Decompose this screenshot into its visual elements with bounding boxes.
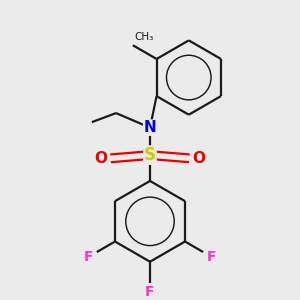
Text: F: F [84, 250, 94, 264]
Text: O: O [193, 151, 206, 166]
Text: S: S [144, 146, 156, 164]
Text: O: O [94, 151, 107, 166]
Text: F: F [206, 250, 216, 264]
Text: F: F [145, 285, 155, 299]
Text: N: N [144, 120, 156, 135]
Text: CH₃: CH₃ [134, 32, 153, 42]
